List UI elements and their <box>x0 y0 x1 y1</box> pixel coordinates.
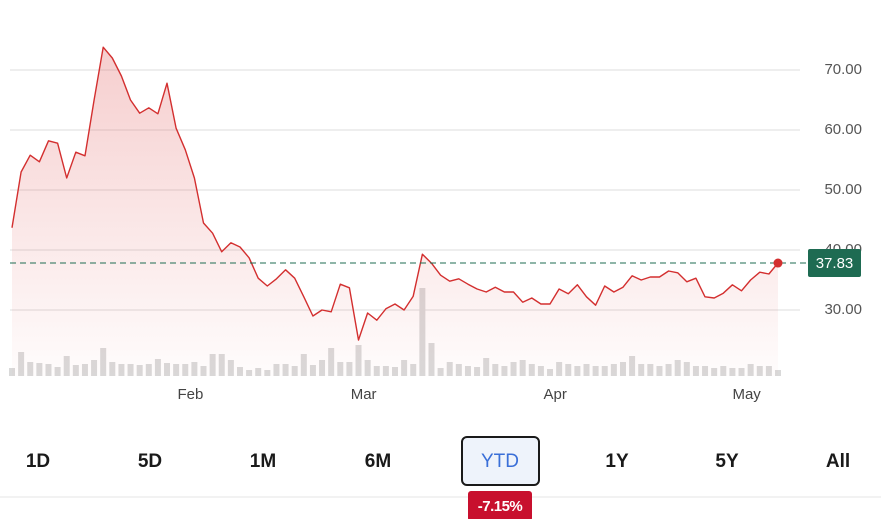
y-tick-label: 60.00 <box>824 121 862 138</box>
range-button[interactable]: 6M <box>365 451 391 472</box>
range-button-selected[interactable] <box>461 436 540 486</box>
price-area <box>12 47 778 376</box>
x-tick-label: Apr <box>543 386 566 403</box>
x-tick-label: Feb <box>177 386 203 403</box>
change-badge <box>468 491 532 519</box>
range-button[interactable]: 5Y <box>715 451 739 472</box>
range-button[interactable]: 1M <box>250 451 276 472</box>
last-price-label: 37.83 <box>816 255 854 272</box>
range-button[interactable]: All <box>826 451 850 472</box>
change-label: -7.15% <box>478 498 523 515</box>
last-price-tag <box>808 249 861 278</box>
range-button[interactable]: 1D <box>26 451 50 472</box>
y-tick-label: 30.00 <box>824 301 862 318</box>
last-price-dot <box>773 258 783 268</box>
x-tick-label: Mar <box>351 386 377 403</box>
range-button[interactable]: 5D <box>138 451 162 472</box>
y-tick-label: 70.00 <box>824 61 862 78</box>
y-tick-label: 50.00 <box>824 181 862 198</box>
range-button[interactable]: 1Y <box>605 451 629 472</box>
range-button[interactable]: YTD <box>481 451 519 472</box>
x-tick-label: May <box>732 386 761 403</box>
price-line <box>11 46 779 341</box>
